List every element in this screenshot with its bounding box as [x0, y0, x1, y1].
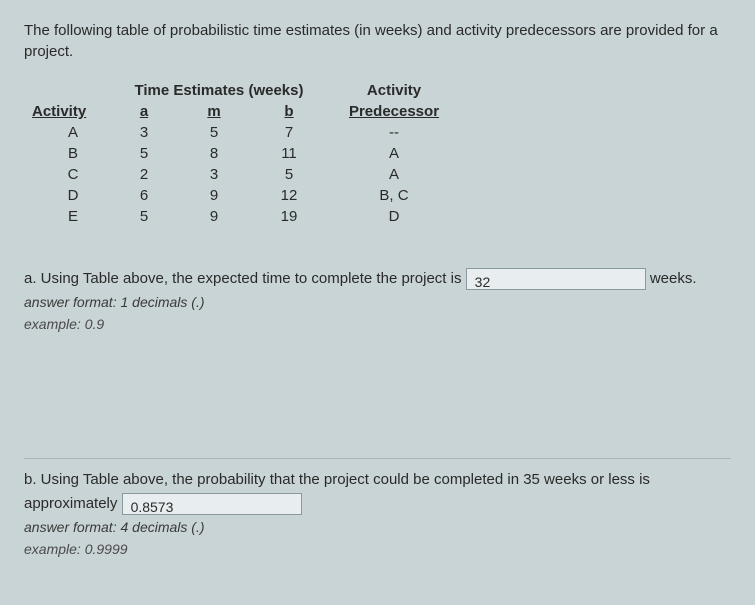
- cell-m: 5: [174, 122, 254, 143]
- qb-format: answer format: 4 decimals (.): [24, 516, 731, 538]
- cell-b: 19: [254, 206, 324, 227]
- cell-b: 11: [254, 143, 324, 164]
- cell-a: 2: [114, 164, 174, 185]
- table-row: D6912B, C: [24, 185, 464, 206]
- header-row-1: Time Estimates (weeks) Activity: [24, 80, 464, 101]
- cell-a: 3: [114, 122, 174, 143]
- qb-example: example: 0.9999: [24, 538, 731, 560]
- cell-m: 8: [174, 143, 254, 164]
- table-row: C235A: [24, 164, 464, 185]
- header-a: a: [114, 101, 174, 122]
- table-row: A357--: [24, 122, 464, 143]
- cell-pred: A: [324, 143, 464, 164]
- cell-m: 9: [174, 206, 254, 227]
- cell-pred: B, C: [324, 185, 464, 206]
- cell-pred: D: [324, 206, 464, 227]
- header-row-2: Activity a m b Predecessor: [24, 101, 464, 122]
- cell-activity: A: [24, 122, 114, 143]
- cell-a: 5: [114, 143, 174, 164]
- cell-m: 3: [174, 164, 254, 185]
- cell-a: 6: [114, 185, 174, 206]
- cell-activity: C: [24, 164, 114, 185]
- header-time-estimates: Time Estimates (weeks): [114, 80, 324, 101]
- cell-activity: E: [24, 206, 114, 227]
- table-row: E5919D: [24, 206, 464, 227]
- header-activity-pred: Activity: [324, 80, 464, 101]
- cell-activity: B: [24, 143, 114, 164]
- cell-pred: A: [324, 164, 464, 185]
- question-a: a. Using Table above, the expected time …: [24, 267, 731, 336]
- qb-input[interactable]: 0.8573: [122, 493, 302, 515]
- table-row: B5811A: [24, 143, 464, 164]
- qa-suffix: weeks.: [650, 270, 697, 287]
- cell-b: 7: [254, 122, 324, 143]
- qa-format: answer format: 1 decimals (.): [24, 291, 731, 313]
- header-predecessor: Predecessor: [324, 101, 464, 122]
- cell-activity: D: [24, 185, 114, 206]
- cell-a: 5: [114, 206, 174, 227]
- qa-prefix: a. Using Table above, the expected time …: [24, 270, 461, 287]
- cell-m: 9: [174, 185, 254, 206]
- header-activity: Activity: [24, 101, 114, 122]
- intro-text: The following table of probabilistic tim…: [24, 20, 731, 62]
- cell-b: 5: [254, 164, 324, 185]
- question-b: b. Using Table above, the probability th…: [24, 468, 731, 561]
- qb-prefix: b. Using Table above, the probability th…: [24, 471, 650, 512]
- qa-example: example: 0.9: [24, 313, 731, 335]
- cell-pred: --: [324, 122, 464, 143]
- data-table-wrap: Time Estimates (weeks) Activity Activity…: [24, 80, 731, 227]
- header-m: m: [174, 101, 254, 122]
- qa-input[interactable]: 32: [466, 268, 646, 290]
- activity-table: Time Estimates (weeks) Activity Activity…: [24, 80, 464, 227]
- header-b: b: [254, 101, 324, 122]
- cell-b: 12: [254, 185, 324, 206]
